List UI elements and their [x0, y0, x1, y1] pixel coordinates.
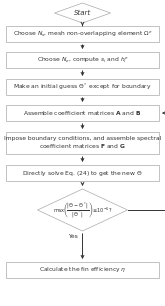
Text: Yes: Yes: [68, 234, 77, 239]
Polygon shape: [37, 189, 128, 231]
FancyBboxPatch shape: [6, 262, 159, 278]
FancyBboxPatch shape: [6, 26, 159, 42]
FancyBboxPatch shape: [6, 79, 159, 95]
Text: Start: Start: [74, 10, 91, 16]
FancyBboxPatch shape: [6, 132, 159, 154]
FancyBboxPatch shape: [6, 165, 159, 181]
FancyBboxPatch shape: [6, 105, 159, 121]
Text: Calculate the fin efficiency $\eta$: Calculate the fin efficiency $\eta$: [39, 266, 126, 274]
Text: $\max\!\left(\dfrac{|\Theta - \Theta^*|}{|\Theta^*|}\right)\!\leq\!10^{-6}$?: $\max\!\left(\dfrac{|\Theta - \Theta^*|}…: [53, 200, 112, 219]
Text: Choose $N_e$, compute $s_i$ and $h_i^e$: Choose $N_e$, compute $s_i$ and $h_i^e$: [37, 55, 128, 65]
Polygon shape: [54, 3, 111, 23]
Text: Directly solve Eq. (24) to get the new $\Theta$: Directly solve Eq. (24) to get the new $…: [22, 169, 143, 177]
Text: Make an initial guess $\Theta^*$ except for boundary: Make an initial guess $\Theta^*$ except …: [13, 82, 152, 92]
FancyBboxPatch shape: [6, 52, 159, 68]
Text: Assemble coefficient matrices $\mathbf{A}$ and $\mathbf{B}$: Assemble coefficient matrices $\mathbf{A…: [23, 109, 142, 117]
Text: Choose $N_s$, mesh non-overlapping element $\Omega^e$: Choose $N_s$, mesh non-overlapping eleme…: [13, 29, 152, 39]
Text: Impose boundary conditions, and assemble spectral
coefficient matrices $\mathbf{: Impose boundary conditions, and assemble…: [4, 136, 161, 150]
